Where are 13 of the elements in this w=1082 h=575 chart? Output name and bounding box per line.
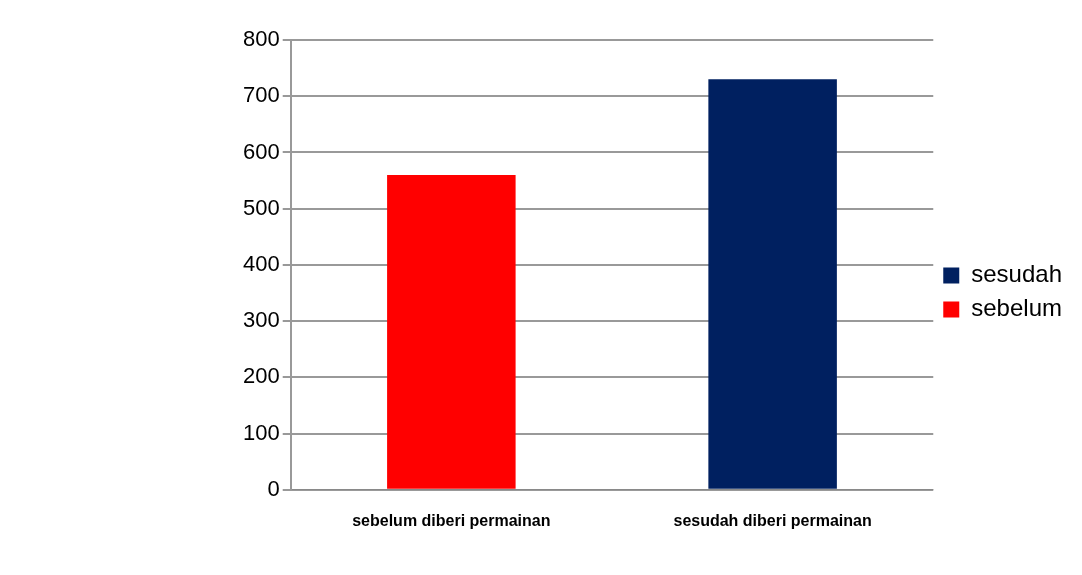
y-tick-label: 300 bbox=[242, 307, 280, 333]
y-tick-label: 0 bbox=[267, 475, 280, 501]
legend-label: sebelum bbox=[971, 294, 1062, 322]
y-tick-label: 800 bbox=[242, 26, 280, 52]
y-tick-label: 600 bbox=[242, 138, 280, 164]
y-tick-label: 500 bbox=[242, 194, 280, 220]
x-tick-label: sesudah diberi permainan bbox=[673, 511, 872, 529]
x-tick-label: sebelum diberi permainan bbox=[352, 511, 551, 529]
y-tick-label: 200 bbox=[242, 363, 280, 389]
y-tick-label: 100 bbox=[242, 419, 280, 445]
legend-label: sesudah bbox=[971, 260, 1063, 288]
y-tick-label: 700 bbox=[242, 82, 280, 108]
y-tick-label: 400 bbox=[242, 250, 280, 276]
